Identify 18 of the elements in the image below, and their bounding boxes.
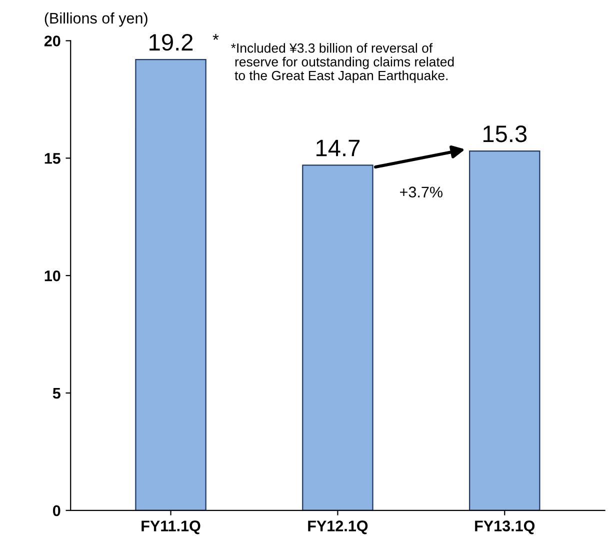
data-label: 15.3 [483, 126, 527, 142]
y-tick-label: 15 [44, 153, 60, 164]
bar [135, 58, 206, 510]
y-tick-label: 10 [44, 270, 60, 282]
y-tick-label: 0 [52, 505, 60, 516]
data-label: 19.2 [150, 34, 193, 51]
x-tick-label: FY13.1Q [475, 520, 535, 534]
y-tick-label: 20 [44, 36, 60, 46]
bar [469, 150, 540, 510]
annotation: *Included ¥3.3 billion of reversal of reserve for outstanding claims related to the Great East Japan Earthquake. [231, 43, 454, 83]
y-axis-title: (Billions of yen) [44, 12, 148, 27]
bar [302, 164, 374, 510]
data-label: 14.7 [316, 140, 360, 156]
y-tick-label: 5 [52, 388, 60, 399]
x-tick-label: FY11.1Q [142, 520, 200, 534]
annotation: * [212, 34, 219, 40]
x-tick-label: FY12.1Q [308, 520, 368, 534]
annotation: +3.7% [400, 186, 442, 198]
